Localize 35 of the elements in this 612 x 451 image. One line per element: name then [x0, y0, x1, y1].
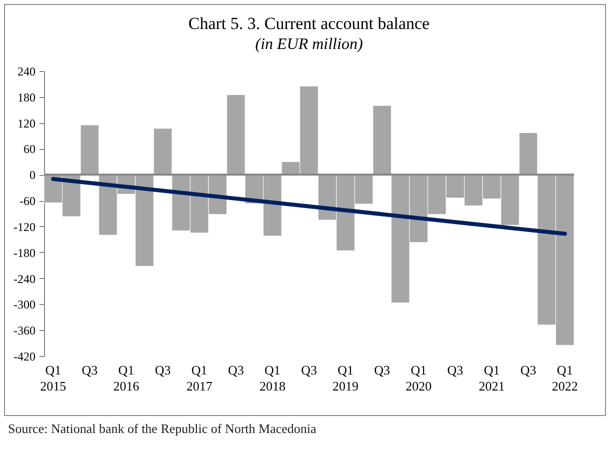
y-tick-label: -360	[14, 324, 36, 338]
x-tick-label: Q1 2015	[40, 362, 66, 394]
chart-title: Chart 5. 3. Current account balance	[188, 14, 430, 33]
x-tick-label: Q3	[520, 362, 536, 378]
x-tick-label: Q1 2018	[259, 362, 286, 394]
x-tick-label: Q1 2022	[552, 362, 578, 394]
x-tick-label: Q3	[374, 362, 390, 378]
bar	[518, 132, 538, 175]
source-note: Source: National bank of the Republic of North Macedonia	[8, 421, 316, 437]
y-tick-label: -120	[14, 220, 36, 234]
y-tick-label: 240	[18, 64, 36, 78]
x-tick-label: Q3	[154, 362, 171, 378]
bar	[80, 124, 100, 175]
x-tick-label: Q1 2017	[186, 362, 213, 394]
y-tick-label: -300	[14, 298, 36, 312]
x-tick-label: Q3	[82, 362, 98, 378]
x-tick-label: Q3	[228, 362, 244, 378]
y-tick-label: 60	[24, 142, 36, 156]
x-tick-label: Q1 2020	[406, 362, 432, 394]
x-tick-label: Q3	[447, 362, 464, 378]
x-tick-label: Q1 2019	[332, 362, 359, 394]
bar	[226, 94, 246, 175]
y-tick-label: 180	[18, 90, 36, 104]
y-tick-label: -60	[20, 194, 36, 208]
y-tick-label: -180	[14, 246, 36, 260]
bar	[153, 128, 172, 175]
x-tick-label: Q3	[301, 362, 317, 378]
y-tick-label: 120	[18, 116, 36, 130]
chart-subtitle: (in EUR million)	[255, 36, 363, 53]
y-tick-label: -420	[14, 350, 36, 364]
bar	[372, 105, 392, 175]
x-tick-label: Q1 2016	[113, 362, 140, 394]
y-tick-label: -240	[14, 272, 36, 286]
x-tick-label: Q1 2021	[478, 362, 505, 394]
y-tick-label: 0	[30, 168, 36, 182]
